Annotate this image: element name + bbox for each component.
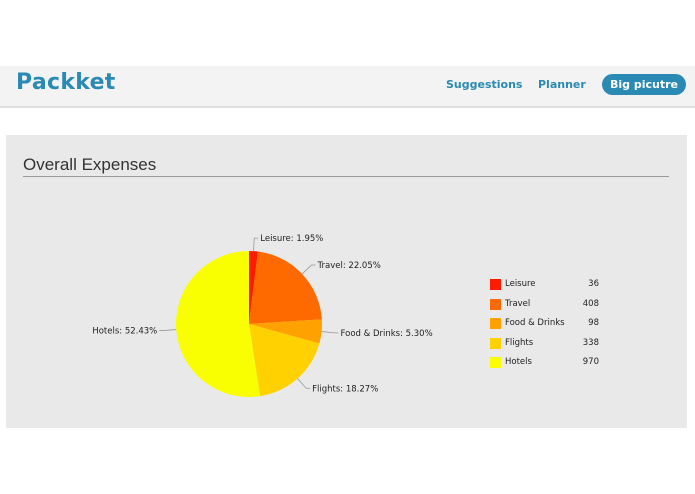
pie-chart: Leisure: 1.95% Travel: 22.05% Food & Drink… bbox=[92, 234, 433, 397]
nav-link-big-picture[interactable]: Big picutre bbox=[602, 74, 686, 95]
legend-label: Leisure bbox=[505, 279, 536, 289]
chart-legend: Leisure 36 Travel 408 Food & Drinks 98 Flights… bbox=[490, 279, 610, 377]
legend-value: 36 bbox=[588, 279, 599, 289]
legend-label: Travel bbox=[505, 298, 531, 309]
pie-slice-flights[interactable] bbox=[249, 324, 320, 397]
slice-label: Travel: 22.05% bbox=[317, 261, 381, 271]
slice-label: Hotels: 52.43% bbox=[92, 327, 157, 337]
legend-value: 338 bbox=[582, 337, 599, 348]
nav-link-planner[interactable]: Planner bbox=[538, 78, 586, 91]
slice-label: Leisure: 1.95% bbox=[260, 234, 323, 244]
legend-swatch bbox=[490, 279, 501, 290]
expenses-panel: Overall Expenses Leisure: 1.95% Travel: 2… bbox=[6, 135, 687, 428]
panel-title: Overall Expenses bbox=[23, 155, 157, 174]
pie-slice-hotels[interactable] bbox=[176, 251, 261, 397]
legend-label: Flights bbox=[505, 337, 534, 348]
legend-label: Hotels bbox=[505, 357, 532, 368]
legend-swatch bbox=[490, 298, 501, 310]
slice-leader-line bbox=[253, 237, 259, 252]
legend-value: 970 bbox=[582, 357, 599, 368]
top-navbar: Packket Suggestions Planner Big picutre bbox=[0, 66, 695, 108]
legend-value: 408 bbox=[582, 298, 599, 309]
slice-leader-line bbox=[159, 329, 177, 331]
legend-value: 98 bbox=[588, 318, 599, 329]
brand-logo[interactable]: Packket bbox=[16, 70, 116, 95]
pie-slice-food-drinks[interactable] bbox=[249, 319, 323, 344]
legend-item[interactable]: Hotels 970 bbox=[490, 357, 610, 377]
slice-label: Food & Drinks: 5.30% bbox=[341, 329, 433, 339]
slice-leader-line bbox=[297, 378, 311, 389]
slice-label: Flights: 18.27% bbox=[312, 384, 378, 394]
legend-item[interactable]: Food & Drinks 98 bbox=[490, 318, 610, 338]
legend-item[interactable]: Flights 338 bbox=[490, 337, 610, 358]
legend-swatch bbox=[490, 357, 501, 369]
slice-leader-line bbox=[301, 264, 316, 275]
nav-link-suggestions[interactable]: Suggestions bbox=[446, 78, 523, 91]
pie-slice-travel[interactable] bbox=[249, 251, 322, 324]
legend-item[interactable]: Travel 408 bbox=[490, 298, 610, 319]
pie-slice-leisure[interactable] bbox=[249, 251, 258, 324]
slice-leader-line bbox=[321, 331, 339, 334]
title-divider bbox=[23, 176, 669, 177]
legend-swatch bbox=[490, 318, 501, 330]
legend-label: Food & Drinks bbox=[505, 318, 565, 329]
legend-swatch bbox=[490, 337, 501, 349]
legend-item[interactable]: Leisure 36 bbox=[490, 279, 610, 299]
